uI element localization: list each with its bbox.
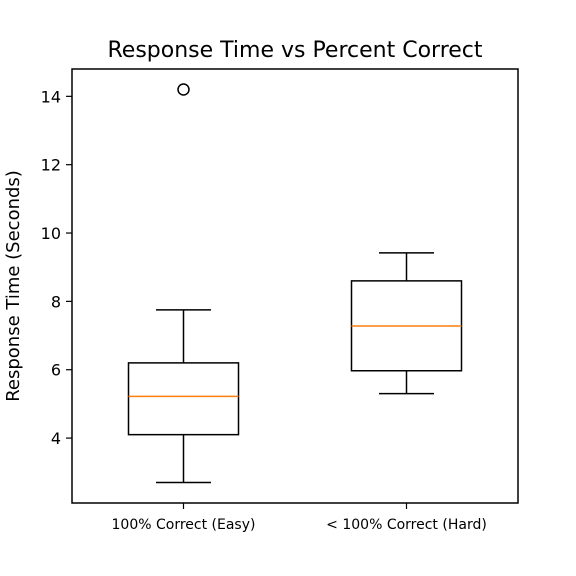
box-group xyxy=(127,83,240,484)
y-tick-label: 10 xyxy=(41,224,61,243)
plot-area-frame xyxy=(71,68,519,504)
x-tick-label: < 100% Correct (Hard) xyxy=(326,517,487,533)
outlier-point xyxy=(177,83,190,96)
axis-ticks: 4 6 8 10 12 14 100% Correct (Easy) < 100% Corre… xyxy=(41,87,487,533)
y-tick-label: 6 xyxy=(51,361,61,380)
y-tick-label: 14 xyxy=(41,87,61,106)
y-tick-label: 8 xyxy=(51,292,61,311)
box-group xyxy=(350,252,463,395)
interquartile-box xyxy=(127,362,240,436)
y-tick-label: 4 xyxy=(51,429,61,448)
y-tick-label: 12 xyxy=(41,156,61,175)
y-axis-label: Response Time (Seconds) xyxy=(3,170,24,402)
x-tick-label: 100% Correct (Easy) xyxy=(112,517,256,533)
box-series xyxy=(127,83,463,484)
chart-title: Response Time vs Percent Correct xyxy=(107,38,482,63)
